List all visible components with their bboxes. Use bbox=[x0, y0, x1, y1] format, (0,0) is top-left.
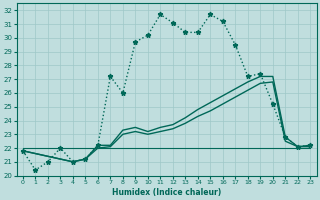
X-axis label: Humidex (Indice chaleur): Humidex (Indice chaleur) bbox=[112, 188, 221, 197]
